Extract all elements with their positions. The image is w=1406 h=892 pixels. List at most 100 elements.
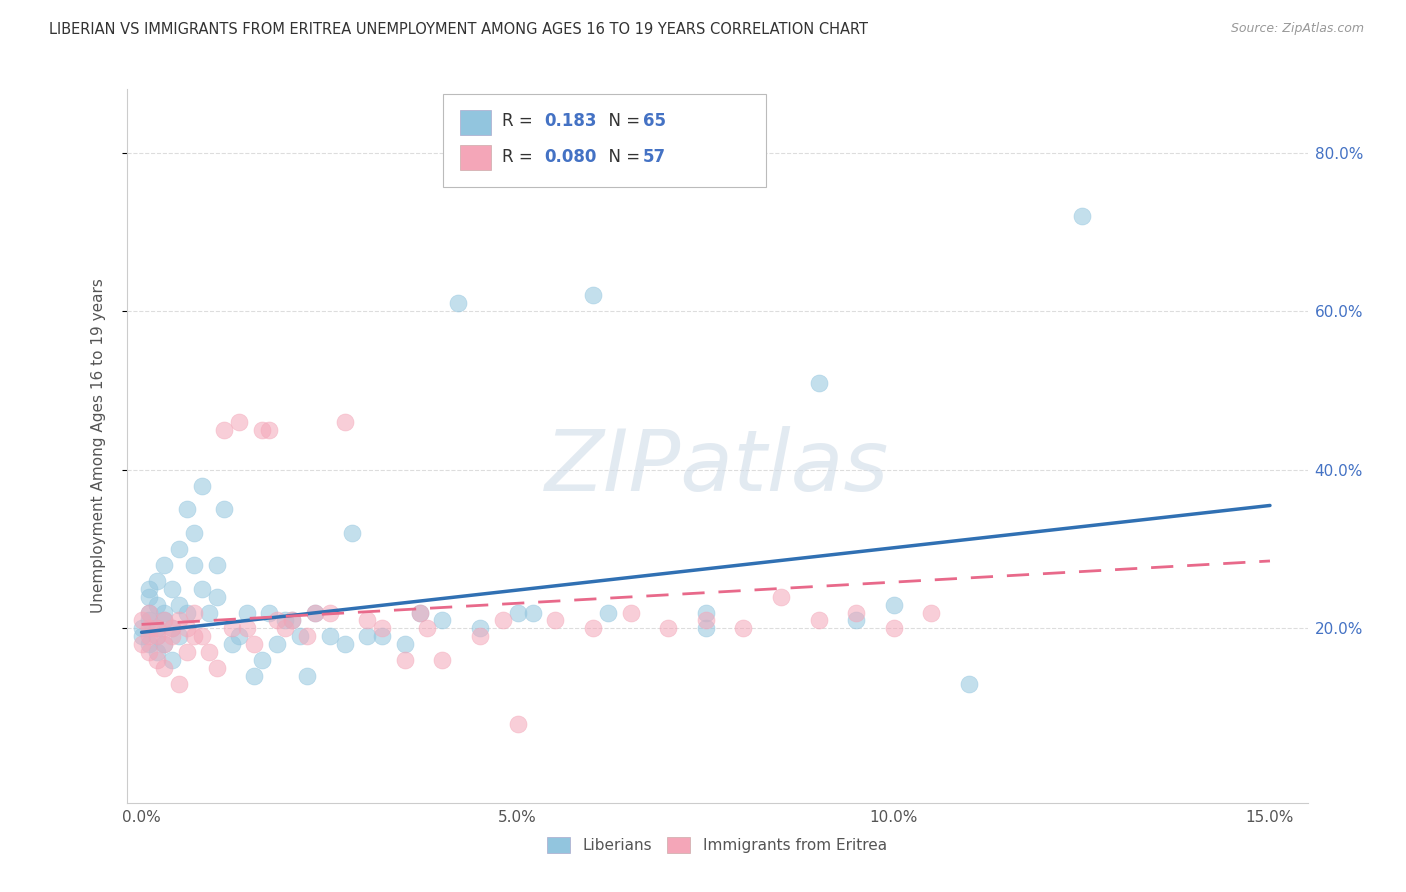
Point	[695, 614, 717, 628]
Point	[281, 614, 304, 628]
Point	[236, 621, 259, 635]
Point	[138, 606, 160, 620]
Text: 57: 57	[643, 148, 665, 166]
Legend: Liberians, Immigrants from Eritrea: Liberians, Immigrants from Eritrea	[541, 831, 893, 859]
Point	[432, 653, 454, 667]
Point	[522, 606, 544, 620]
Point	[266, 614, 288, 628]
Point	[243, 669, 266, 683]
Y-axis label: Unemployment Among Ages 16 to 19 years: Unemployment Among Ages 16 to 19 years	[91, 278, 105, 614]
Point	[198, 606, 221, 620]
Point	[295, 669, 318, 683]
Text: R =: R =	[502, 148, 538, 166]
Point	[160, 621, 183, 635]
Point	[845, 614, 868, 628]
Point	[250, 423, 273, 437]
Point	[183, 629, 205, 643]
Text: Source: ZipAtlas.com: Source: ZipAtlas.com	[1230, 22, 1364, 36]
Point	[769, 590, 792, 604]
Point	[167, 629, 190, 643]
Point	[138, 614, 160, 628]
Point	[131, 614, 153, 628]
Point	[318, 629, 340, 643]
Point	[183, 558, 205, 572]
Point	[183, 526, 205, 541]
Point	[243, 637, 266, 651]
Point	[582, 621, 605, 635]
Point	[145, 629, 167, 643]
Point	[138, 606, 160, 620]
Point	[153, 614, 176, 628]
Point	[138, 582, 160, 596]
Point	[733, 621, 755, 635]
Point	[333, 415, 356, 429]
Point	[409, 606, 432, 620]
Text: 0.080: 0.080	[544, 148, 596, 166]
Point	[492, 614, 515, 628]
Point	[191, 582, 214, 596]
Point	[266, 637, 288, 651]
Point	[259, 606, 281, 620]
Point	[446, 296, 468, 310]
Point	[920, 606, 942, 620]
Point	[394, 653, 416, 667]
Point	[145, 653, 167, 667]
Point	[205, 661, 228, 675]
Point	[214, 423, 236, 437]
Point	[191, 629, 214, 643]
Point	[318, 606, 340, 620]
Point	[288, 629, 311, 643]
Point	[145, 598, 167, 612]
Point	[145, 621, 167, 635]
Point	[342, 526, 364, 541]
Point	[957, 677, 980, 691]
Point	[153, 614, 176, 628]
Point	[221, 621, 243, 635]
Point	[259, 423, 281, 437]
Point	[695, 606, 717, 620]
Point	[167, 542, 190, 557]
Point	[228, 629, 250, 643]
Point	[160, 621, 183, 635]
Point	[273, 614, 295, 628]
Point	[221, 637, 243, 651]
Point	[138, 590, 160, 604]
Point	[273, 621, 295, 635]
Point	[228, 415, 250, 429]
Point	[394, 637, 416, 651]
Point	[167, 598, 190, 612]
Point	[145, 621, 167, 635]
Point	[145, 645, 167, 659]
Point	[214, 502, 236, 516]
Point	[153, 661, 176, 675]
Point	[506, 716, 529, 731]
Point	[145, 574, 167, 588]
Point	[409, 606, 432, 620]
Point	[138, 629, 160, 643]
Point	[304, 606, 326, 620]
Point	[183, 606, 205, 620]
Point	[468, 621, 491, 635]
Point	[138, 637, 160, 651]
Point	[167, 614, 190, 628]
Point	[176, 621, 198, 635]
Point	[506, 606, 529, 620]
Point	[138, 621, 160, 635]
Point	[468, 629, 491, 643]
Point	[160, 653, 183, 667]
Point	[153, 558, 176, 572]
Text: N =: N =	[598, 148, 645, 166]
Text: N =: N =	[598, 112, 645, 130]
Point	[131, 637, 153, 651]
Point	[153, 637, 176, 651]
Point	[807, 376, 830, 390]
Point	[153, 606, 176, 620]
Point	[807, 614, 830, 628]
Point	[236, 606, 259, 620]
Point	[295, 629, 318, 643]
Point	[356, 614, 378, 628]
Point	[131, 621, 153, 635]
Point	[176, 502, 198, 516]
Point	[883, 598, 905, 612]
Point	[432, 614, 454, 628]
